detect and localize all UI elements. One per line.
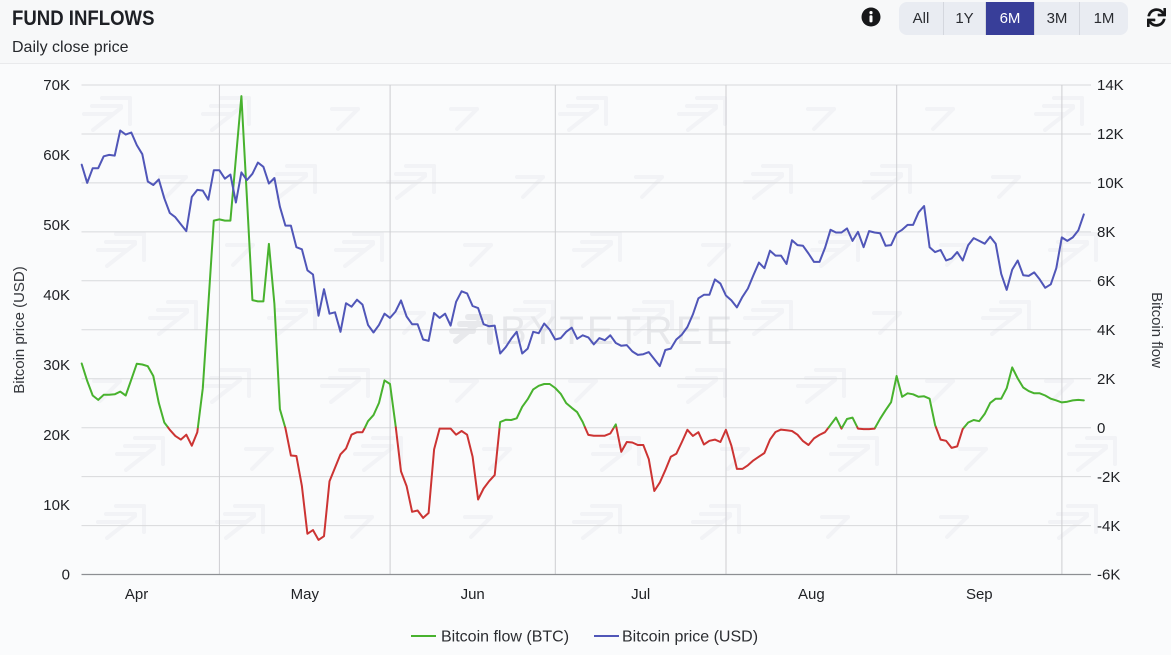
svg-text:Sep: Sep bbox=[966, 586, 993, 603]
svg-text:50K: 50K bbox=[43, 217, 70, 234]
svg-text:-6K: -6K bbox=[1097, 567, 1120, 584]
svg-text:30K: 30K bbox=[43, 357, 70, 374]
svg-text:0: 0 bbox=[62, 567, 70, 584]
svg-text:Jul: Jul bbox=[631, 586, 650, 603]
svg-text:Bitcoin price (USD): Bitcoin price (USD) bbox=[11, 266, 28, 394]
svg-text:8K: 8K bbox=[1097, 224, 1115, 241]
svg-text:Bitcoin flow: Bitcoin flow bbox=[1148, 292, 1165, 368]
svg-text:20K: 20K bbox=[43, 427, 70, 444]
svg-text:-2K: -2K bbox=[1097, 469, 1120, 486]
svg-text:2K: 2K bbox=[1097, 371, 1115, 388]
svg-text:Bitcoin flow (BTC): Bitcoin flow (BTC) bbox=[441, 629, 569, 646]
svg-text:BYTETREE: BYTETREE bbox=[500, 309, 735, 353]
svg-text:60K: 60K bbox=[43, 147, 70, 164]
svg-text:Bitcoin price (USD): Bitcoin price (USD) bbox=[622, 629, 758, 646]
svg-text:Aug: Aug bbox=[798, 586, 825, 603]
svg-text:14K: 14K bbox=[1097, 77, 1124, 94]
svg-text:10K: 10K bbox=[1097, 175, 1124, 192]
svg-text:6K: 6K bbox=[1097, 273, 1115, 290]
svg-text:May: May bbox=[291, 586, 320, 603]
svg-text:Jun: Jun bbox=[461, 586, 485, 603]
svg-text:12K: 12K bbox=[1097, 126, 1124, 143]
svg-text:70K: 70K bbox=[43, 77, 70, 94]
svg-text:Apr: Apr bbox=[125, 586, 148, 603]
svg-text:40K: 40K bbox=[43, 287, 70, 304]
svg-text:0: 0 bbox=[1097, 420, 1105, 437]
svg-text:10K: 10K bbox=[43, 497, 70, 514]
svg-text:4K: 4K bbox=[1097, 322, 1115, 339]
svg-text:-4K: -4K bbox=[1097, 518, 1120, 535]
